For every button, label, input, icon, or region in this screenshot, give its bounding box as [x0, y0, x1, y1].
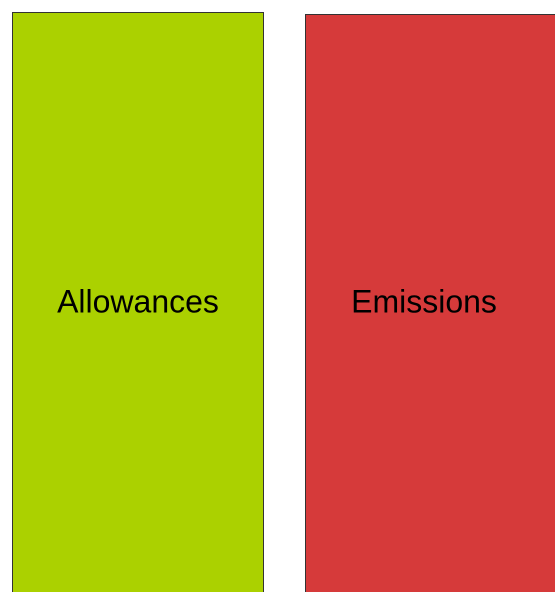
allowances-box	[12, 12, 264, 592]
box: Allowances	[12, 12, 264, 592]
box-label: Allowances	[57, 283, 219, 319]
box-label: Emissions	[351, 283, 497, 319]
emissions-box	[305, 14, 555, 592]
box: Emissions	[305, 14, 555, 592]
